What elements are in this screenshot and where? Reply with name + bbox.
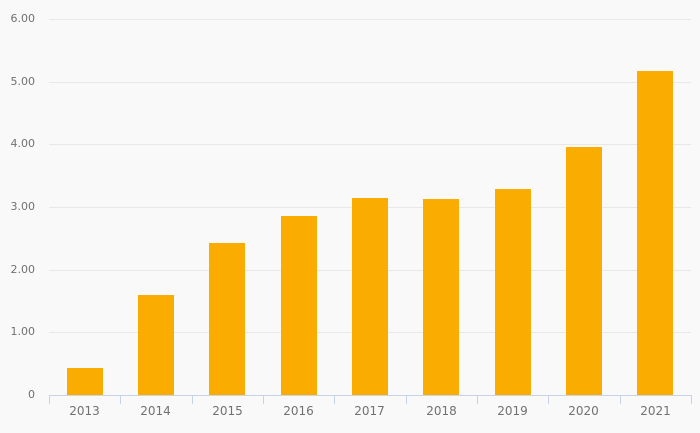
x-axis-tick (192, 396, 193, 404)
x-axis-tick (263, 396, 264, 404)
bar-2013 (67, 368, 103, 395)
y-axis-tick-label: 0 (28, 388, 35, 401)
x-axis-line (49, 395, 692, 396)
y-axis-tick-label: 3.00 (10, 200, 36, 213)
gridline (49, 144, 691, 145)
gridline (49, 19, 691, 20)
x-axis-label: 2014 (140, 404, 171, 418)
y-axis-tick-label: 4.00 (10, 137, 36, 150)
bar-2015 (209, 243, 245, 395)
x-axis-tick (334, 396, 335, 404)
x-axis-tick (406, 396, 407, 404)
bar-2020 (566, 147, 602, 395)
x-axis-label: 2018 (426, 404, 457, 418)
bar-2019 (495, 189, 531, 395)
bar-2016 (281, 216, 317, 395)
y-axis-tick-label: 1.00 (10, 325, 36, 338)
x-axis-label: 2020 (568, 404, 599, 418)
x-axis-label: 2016 (283, 404, 314, 418)
bar-2021 (637, 71, 673, 395)
x-axis-tick (548, 396, 549, 404)
y-axis-tick-label: 2.00 (10, 263, 36, 276)
x-axis-tick (49, 396, 50, 404)
x-axis-tick (691, 396, 692, 404)
x-axis-label: 2013 (69, 404, 100, 418)
x-axis-label: 2019 (497, 404, 528, 418)
bar-2017 (352, 198, 388, 395)
bar-2018 (423, 199, 459, 395)
y-axis-tick-label: 5.00 (10, 75, 36, 88)
x-axis-label: 2021 (640, 404, 671, 418)
bar-2014 (138, 295, 174, 395)
x-axis-label: 2017 (354, 404, 385, 418)
x-axis-tick (620, 396, 621, 404)
x-axis-label: 2015 (212, 404, 243, 418)
x-axis-tick (120, 396, 121, 404)
y-axis-tick-label: 6.00 (10, 12, 36, 25)
gridline (49, 82, 691, 83)
x-axis-tick (477, 396, 478, 404)
